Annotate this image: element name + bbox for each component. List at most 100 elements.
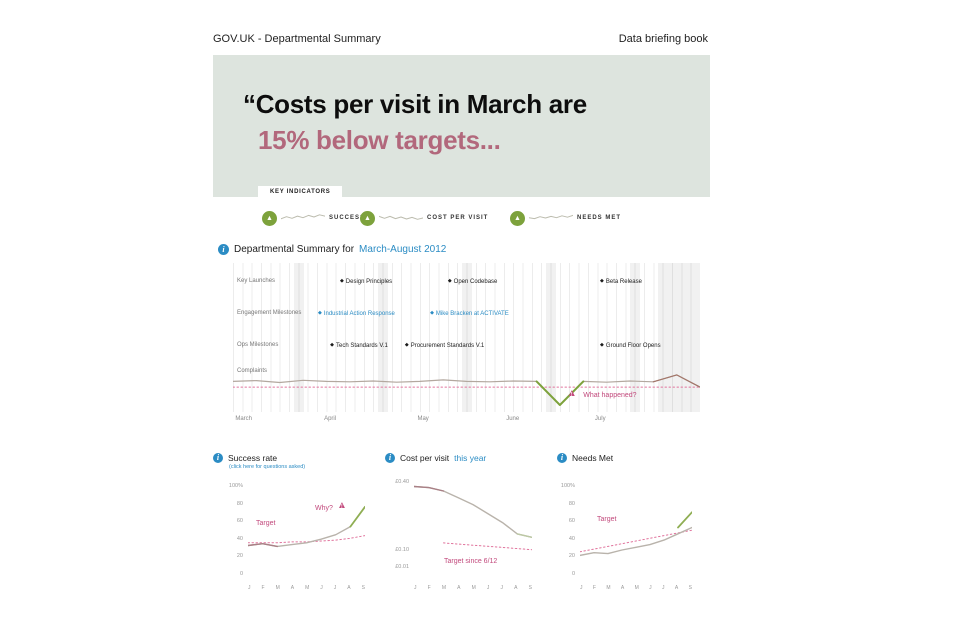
month-label: March	[235, 416, 252, 422]
x-axis-label: M	[634, 585, 639, 591]
summary-title: Departmental Summary for	[234, 244, 355, 255]
y-axis-labels: 100% 80 60 40 20 0	[557, 483, 575, 577]
x-axis-label: F	[592, 585, 596, 591]
timeline-row-label: Key Launches	[237, 278, 276, 284]
y-axis-label: 20	[568, 553, 575, 560]
milestone-label: Ground Floor Opens	[600, 342, 661, 349]
shaded-band	[377, 263, 388, 412]
x-axis-label: J	[248, 585, 251, 591]
why-link[interactable]: Why?	[315, 505, 333, 512]
x-axis-label: A	[514, 585, 518, 591]
y-axis-label: £0.10	[395, 547, 409, 553]
y-axis-label: 40	[236, 535, 243, 542]
indicator-label: SUCCESS	[329, 215, 366, 221]
info-icon[interactable]	[557, 453, 567, 463]
complaints-line-chart	[233, 374, 700, 406]
what-happened-link[interactable]: What happened?	[583, 392, 637, 399]
timeline-panel: Key Launches Engagement Milestones Ops M…	[233, 263, 700, 412]
shaded-band	[293, 263, 304, 412]
milestone-label: Open Codebase	[448, 278, 498, 285]
quote-line-2: 15% below targets...	[258, 125, 501, 155]
shaded-band	[461, 263, 472, 412]
x-axis-label: M	[471, 585, 476, 591]
sparkline-chart	[379, 215, 423, 220]
info-icon[interactable]	[385, 453, 395, 463]
triangle-up-icon	[262, 210, 277, 226]
target-line-label: Target	[597, 516, 617, 523]
x-axis-label: A	[457, 585, 461, 591]
month-label: April	[324, 416, 337, 422]
x-axis-label: A	[290, 585, 295, 591]
y-axis-label: 80	[568, 500, 575, 507]
x-axis-label: M	[606, 585, 611, 591]
line-chart	[580, 511, 692, 557]
chart-title-link[interactable]: this year	[454, 453, 487, 463]
milestone-label: Design Principles	[340, 278, 392, 285]
shaded-band	[545, 263, 556, 412]
warning-icon[interactable]	[567, 389, 578, 401]
chart-subtitle-link[interactable]: (click here for questions asked)	[229, 464, 306, 470]
date-range-link[interactable]: March-August 2012	[359, 244, 447, 255]
x-axis-label: A	[347, 585, 351, 591]
indicator-label: COST PER VISIT	[427, 215, 489, 221]
header-title: GOV.UK - Departmental Summary	[213, 33, 381, 45]
line-chart	[248, 505, 365, 548]
chart-title: Needs Met	[572, 453, 614, 463]
shaded-band	[629, 263, 640, 412]
x-axis-label: F	[427, 585, 431, 591]
triangle-up-icon	[360, 210, 375, 226]
summary-title-row: Departmental Summary for March-August 20…	[218, 244, 446, 255]
x-axis-label: M	[305, 585, 310, 591]
x-axis-label: J	[320, 585, 323, 591]
y-axis-label: 80	[236, 500, 243, 507]
quote-line-1: “Costs per visit in March are	[243, 89, 587, 119]
page-header: GOV.UK - Departmental Summary Data brief…	[213, 33, 708, 45]
x-axis-label: A	[620, 585, 625, 591]
chart-header: Cost per visit this year	[385, 453, 553, 463]
quote-banner: “Costs per visit in March are 15% below …	[213, 55, 710, 197]
timeline-month-axis: March April May June July	[233, 416, 700, 426]
chart-success-rate: Success rate (click here for questions a…	[213, 450, 381, 600]
x-axis-label: S	[528, 585, 532, 591]
timeline-row-label: Ops Milestones	[237, 342, 279, 348]
info-icon[interactable]	[213, 453, 223, 463]
month-label: June	[506, 416, 520, 422]
triangle-up-icon	[510, 210, 525, 226]
x-axis-label: J	[333, 585, 337, 591]
x-axis-label: J	[649, 585, 652, 591]
y-axis-label: 100%	[228, 483, 243, 489]
timeline-row-label: Engagement Milestones	[237, 310, 302, 316]
indicator-cost-per-visit[interactable]: COST PER VISIT	[360, 210, 488, 226]
x-axis-label: J	[662, 585, 665, 591]
milestone-label: Tech Standards V.1	[330, 342, 388, 349]
x-axis-label: J	[414, 585, 417, 591]
indicator-label: NEEDS MET	[577, 215, 622, 221]
key-indicator-strip: SUCCESS COST PER VISIT NEEDS MET	[213, 205, 710, 235]
info-icon[interactable]	[218, 244, 229, 255]
header-briefing-label: Data briefing book	[618, 33, 708, 45]
indicator-needs-met[interactable]: NEEDS MET	[510, 210, 621, 226]
key-indicators-tab[interactable]: KEY INDICATORS	[258, 186, 343, 198]
line-chart	[414, 485, 532, 551]
y-axis-label: 100%	[560, 483, 575, 489]
milestone-label: Mike Bracken at ACTIVATE	[430, 310, 509, 317]
chart-header: Needs Met	[557, 453, 725, 463]
chart-header: Success rate	[213, 453, 381, 463]
x-axis-label: S	[361, 585, 365, 591]
x-axis-label: J	[500, 585, 504, 591]
x-axis-label: M	[441, 585, 446, 591]
milestone-label: Procurement Standards V.1	[405, 342, 485, 349]
y-axis-label: 20	[236, 553, 243, 560]
chart-title: Success rate	[228, 453, 278, 463]
target-line-label: Target	[256, 520, 276, 527]
x-axis-label: S	[688, 585, 692, 591]
sparkline-chart	[529, 214, 573, 220]
x-axis-label: M	[275, 585, 280, 591]
indicator-success[interactable]: SUCCESS	[262, 210, 365, 226]
timeline-row-label: Complaints	[237, 368, 268, 374]
warning-icon[interactable]	[337, 501, 348, 513]
x-axis-label: A	[674, 585, 679, 591]
